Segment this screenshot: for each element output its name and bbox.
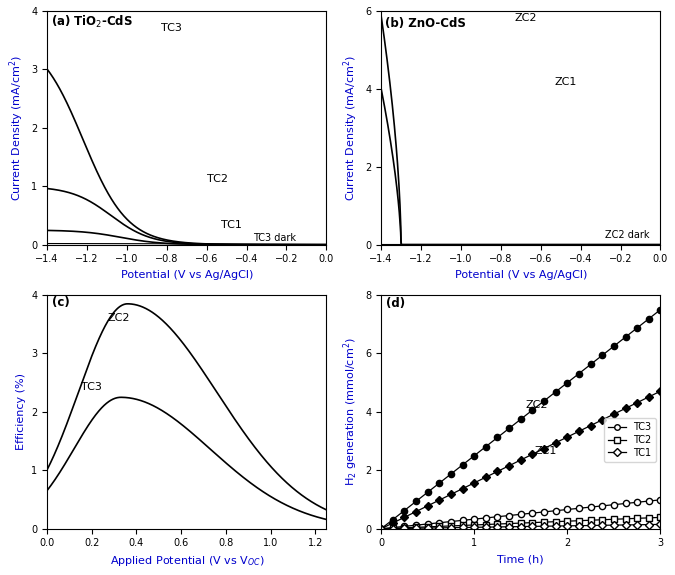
Text: (d): (d)	[385, 297, 405, 310]
Text: TC2: TC2	[207, 174, 227, 183]
Text: ZC2: ZC2	[107, 313, 130, 323]
Text: (b) ZnO-CdS: (b) ZnO-CdS	[385, 17, 466, 29]
Text: TC3: TC3	[80, 382, 101, 392]
Y-axis label: H$_2$ generation (mmol/cm$^2$): H$_2$ generation (mmol/cm$^2$)	[341, 338, 360, 486]
Text: (c): (c)	[51, 296, 70, 309]
Text: TC3 dark: TC3 dark	[252, 233, 296, 243]
X-axis label: Potential (V vs Ag/AgCl): Potential (V vs Ag/AgCl)	[121, 270, 253, 280]
X-axis label: Applied Potential (V vs V$_{OC}$): Applied Potential (V vs V$_{OC}$)	[109, 554, 264, 568]
Legend: TC3, TC2, TC1: TC3, TC2, TC1	[604, 418, 655, 462]
X-axis label: Potential (V vs Ag/AgCl): Potential (V vs Ag/AgCl)	[454, 270, 587, 280]
Text: ZC2: ZC2	[515, 13, 537, 22]
Text: TC1: TC1	[221, 220, 242, 230]
Text: (a) TiO$_2$-CdS: (a) TiO$_2$-CdS	[51, 14, 133, 30]
X-axis label: Time (h): Time (h)	[497, 554, 544, 564]
Y-axis label: Current Density (mA/cm$^2$): Current Density (mA/cm$^2$)	[341, 55, 360, 201]
Text: TC3: TC3	[161, 24, 182, 33]
Text: ZC2 dark: ZC2 dark	[605, 229, 649, 240]
Text: ZC1: ZC1	[555, 77, 577, 87]
Text: ZC2: ZC2	[525, 400, 548, 409]
Y-axis label: Current Density (mA/cm$^2$): Current Density (mA/cm$^2$)	[7, 55, 26, 201]
Text: ZC1: ZC1	[535, 446, 557, 457]
Y-axis label: Efficiency (%): Efficiency (%)	[16, 373, 26, 450]
